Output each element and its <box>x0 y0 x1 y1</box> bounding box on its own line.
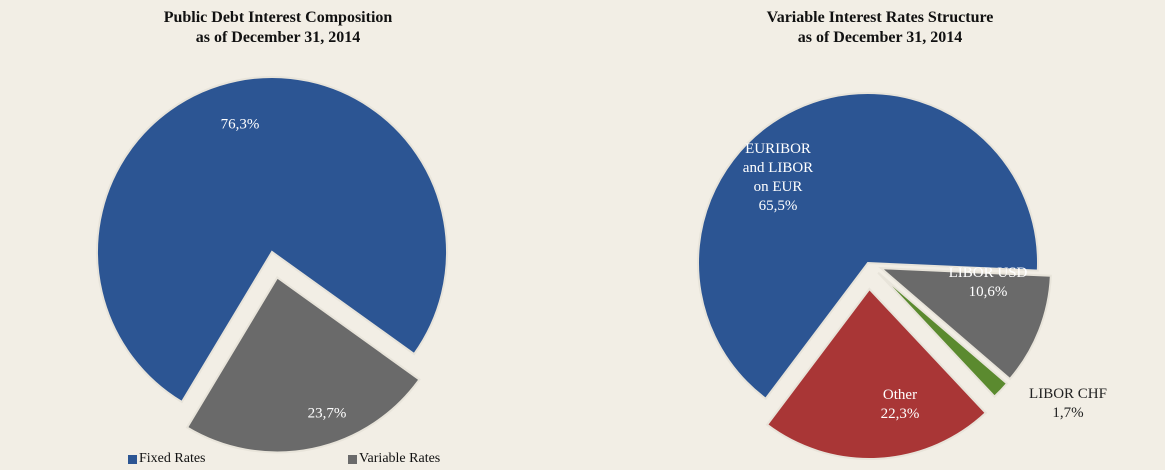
legend-label: Fixed Rates <box>139 451 206 466</box>
category-label: LIBOR USD <box>948 265 1028 281</box>
value-label: 10,6% <box>968 284 1008 300</box>
pie-slice <box>697 92 1039 401</box>
slice-label: LIBOR USD 10,6% <box>948 264 1028 302</box>
category-label: EURIBOR and LIBOR on EUR <box>742 141 814 195</box>
slice-label: LIBOR CHF 1,7% <box>1028 385 1108 423</box>
category-label: LIBOR CHF <box>1029 386 1107 402</box>
value-label: 22,3% <box>880 406 920 422</box>
slice-label: Other 22,3% <box>860 386 940 424</box>
legend-swatch <box>128 454 137 464</box>
category-label: Other <box>882 387 918 403</box>
value-label: 1,7% <box>1052 405 1084 421</box>
value-label: 65,5% <box>758 198 798 214</box>
slice-label: 23,7% <box>297 405 357 424</box>
legend-label: Variable Rates <box>359 451 441 466</box>
pie-slice <box>185 276 421 454</box>
pie-slice <box>877 271 1009 399</box>
legend-swatch <box>348 454 357 464</box>
legend-item: Fixed Rates <box>128 451 206 467</box>
title: Variable Interest Rates Structure <box>766 9 994 26</box>
legend-item: Variable Rates <box>348 451 440 467</box>
subtitle: as of December 31, 2014 <box>195 29 361 46</box>
value-label: 23,7% <box>307 405 347 422</box>
pie-slice <box>765 287 988 460</box>
pie-slice <box>96 76 448 404</box>
slice-label: EURIBOR and LIBOR on EUR 65,5% <box>738 140 818 216</box>
chart-title: Variable Interest Rates Structure as of … <box>680 8 1080 48</box>
title: Public Debt Interest Composition <box>163 9 393 26</box>
chart-title: Public Debt Interest Composition as of D… <box>78 8 478 48</box>
value-label: 76,3% <box>220 116 260 133</box>
slice-label: 76,3% <box>210 116 270 135</box>
subtitle: as of December 31, 2014 <box>797 29 963 46</box>
pie-slice <box>878 267 1052 381</box>
